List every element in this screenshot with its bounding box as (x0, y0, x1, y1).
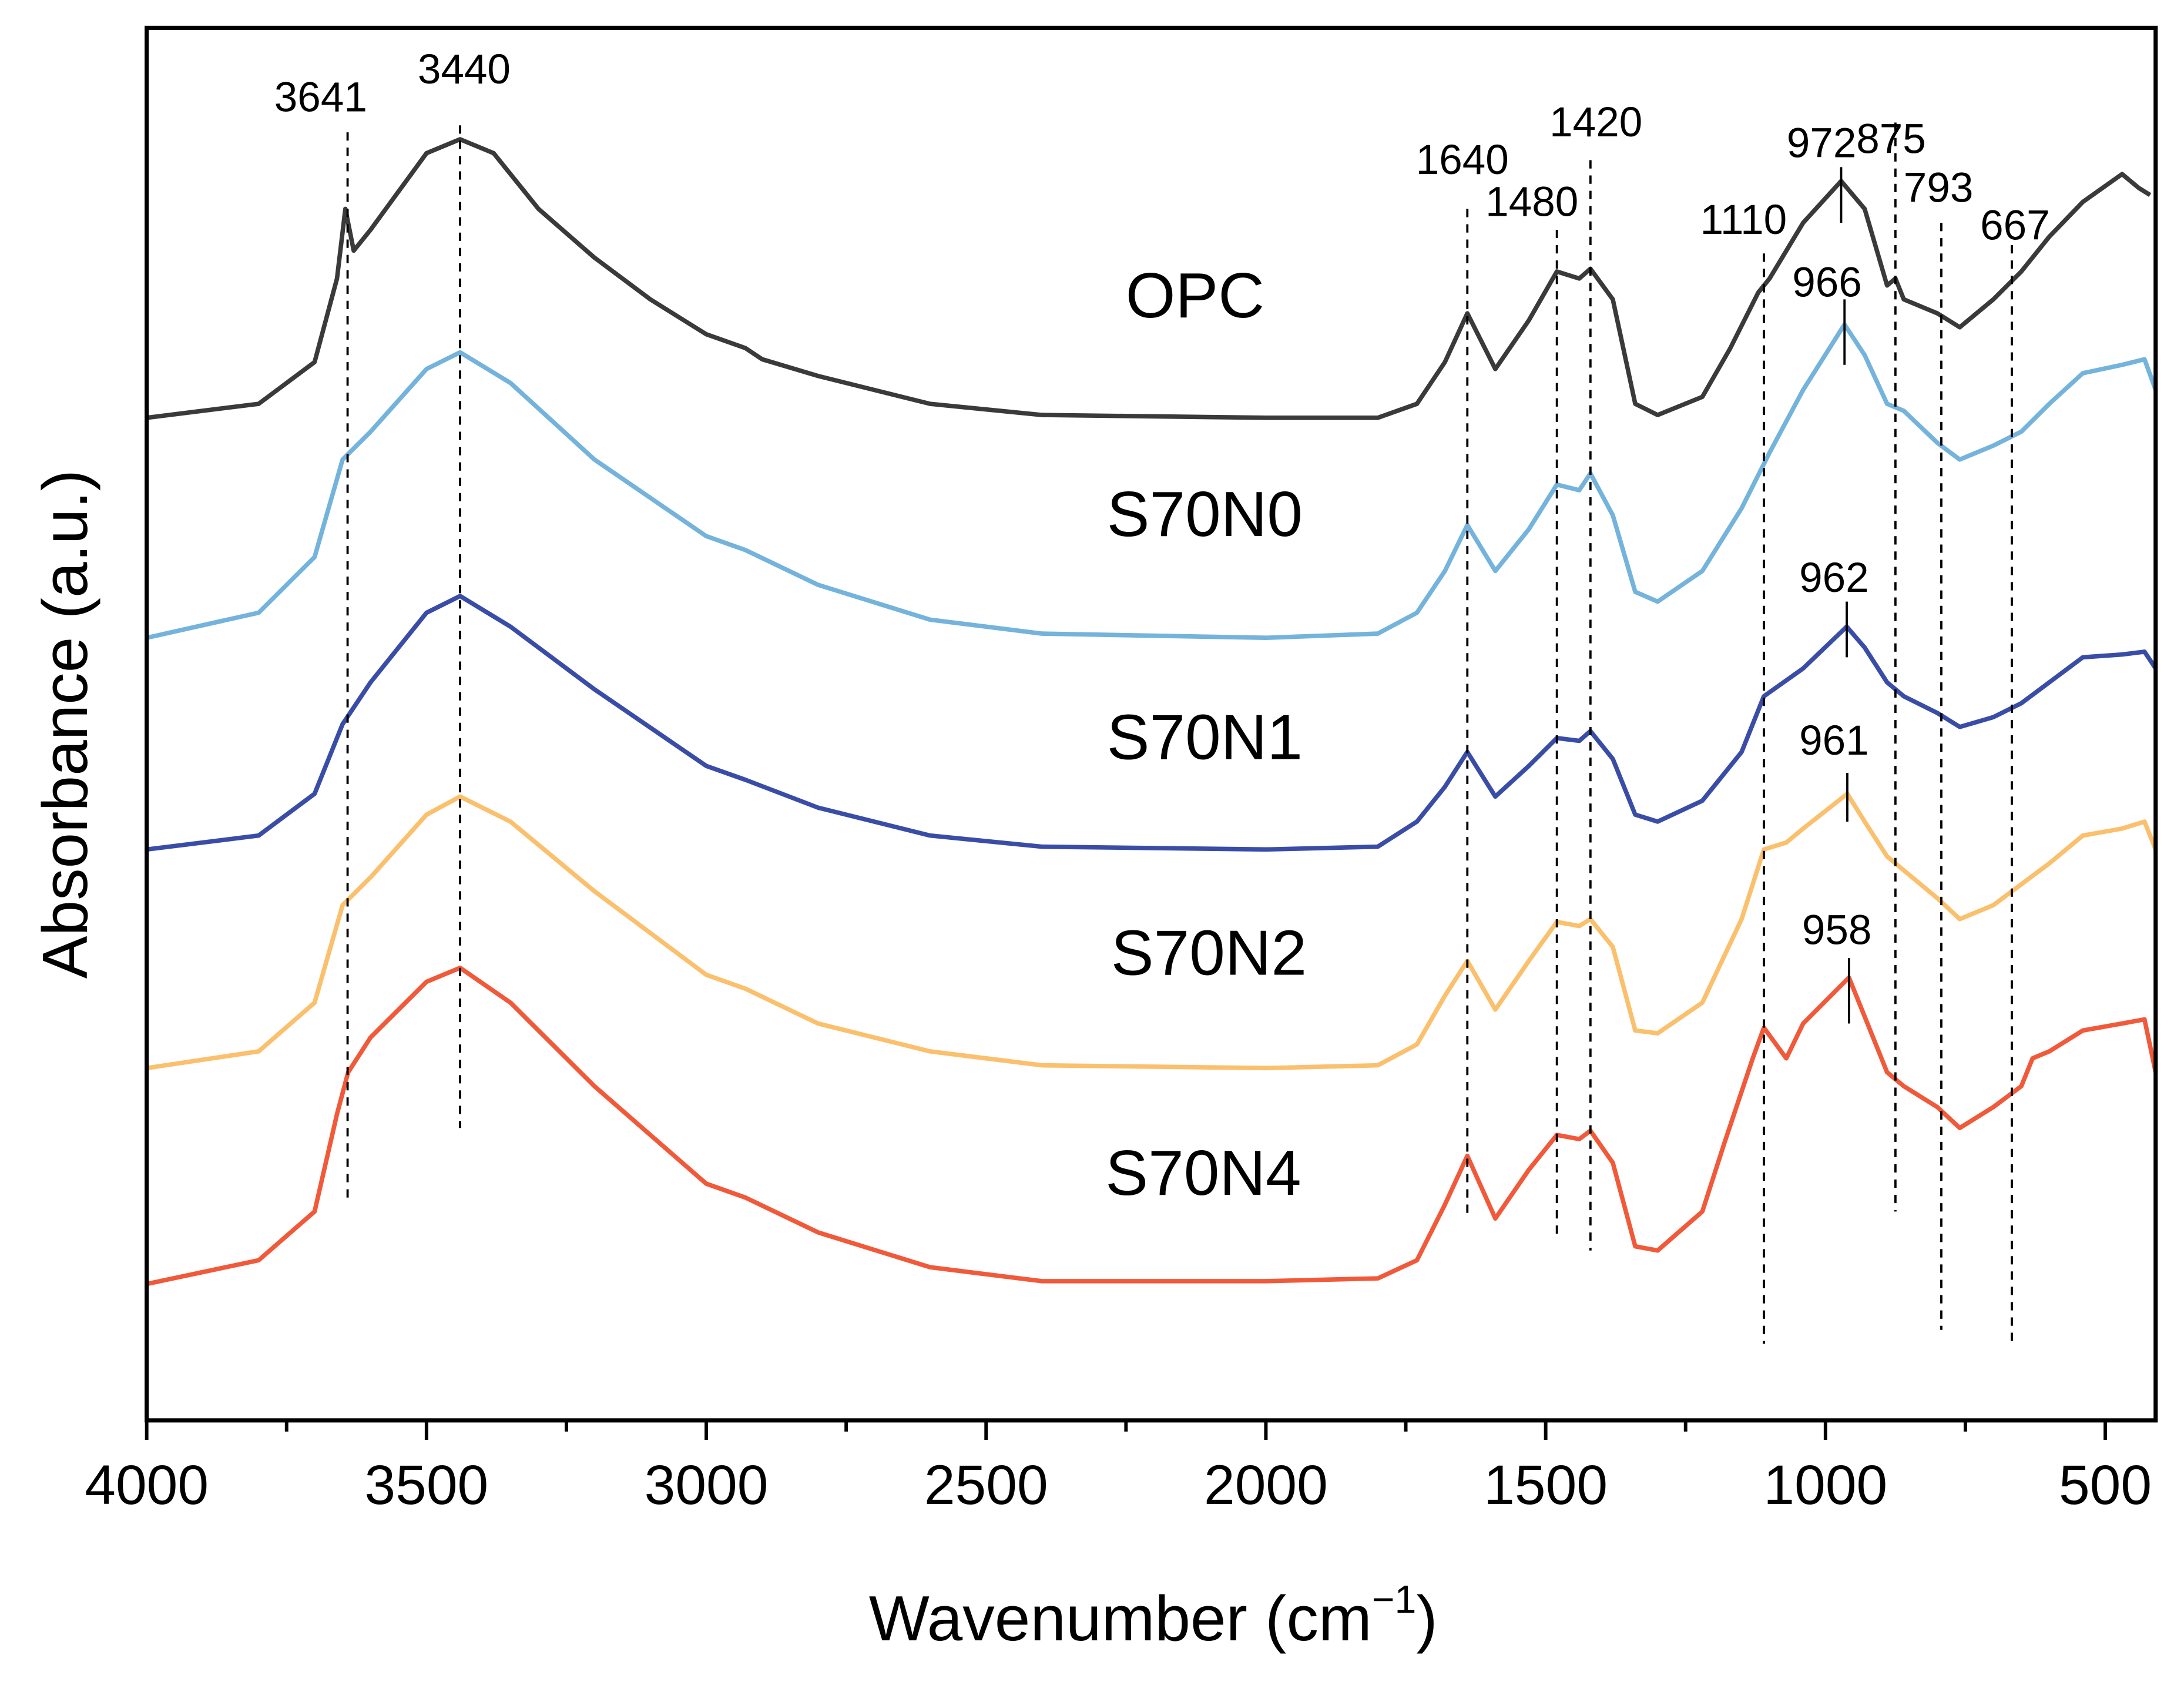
series-line-s70n0 (146, 322, 2158, 640)
series-label-s70n4: S70N4 (1105, 1137, 1301, 1209)
x-tick-label: 2000 (1204, 1454, 1328, 1516)
series-label-s70n2: S70N2 (1111, 917, 1307, 989)
x-tick-label: 3000 (645, 1454, 769, 1516)
x-tick-label: 4000 (85, 1454, 209, 1516)
x-tick-label: 1000 (1763, 1454, 1887, 1516)
series-line-s70n1 (146, 594, 2158, 852)
series-labels: OPC S70N0 S70N1 S70N2 S70N4 (1105, 260, 1307, 1209)
x-axis-label-text: Wavenumber (cm (869, 1583, 1372, 1654)
series-line-opc (146, 137, 2152, 420)
x-axis-ticks: 4000 3500 3000 2500 2000 1500 1000 500 (85, 1420, 2152, 1516)
peak-label-875: 875 (1856, 116, 1926, 163)
series-line-s70n2 (146, 791, 2158, 1071)
x-axis-label-close: ) (1416, 1583, 1437, 1654)
y-axis-label: Absorbance (a.u.) (29, 470, 101, 979)
peak-label-793: 793 (1904, 165, 1974, 212)
peak-label-962: 962 (1799, 555, 1869, 601)
series-label-s70n1: S70N1 (1107, 701, 1303, 773)
x-tick-label: 3500 (364, 1454, 488, 1516)
series-line-s70n4 (146, 965, 2158, 1287)
peak-label-1420: 1420 (1549, 99, 1642, 146)
peak-label-966: 966 (1792, 260, 1862, 306)
peak-label-667: 667 (1980, 203, 2050, 249)
peak-label-1480: 1480 (1485, 179, 1578, 225)
peak-label-3641: 3641 (274, 75, 367, 121)
plot-frame (145, 25, 2158, 1423)
peak-label-1110: 1110 (1700, 197, 1787, 243)
x-tick-label: 1500 (1484, 1454, 1608, 1516)
spectra-group (146, 137, 2158, 1287)
peak-label-3440: 3440 (418, 46, 511, 93)
peak-label-958: 958 (1802, 907, 1872, 953)
x-axis-label-superscript: −1 (1372, 1578, 1417, 1622)
x-tick-label: 500 (2059, 1454, 2152, 1516)
peak-label-972: 972 (1787, 120, 1857, 167)
peak-label-1640: 1640 (1416, 137, 1509, 183)
x-axis-label: Wavenumber (cm−1) (869, 1578, 1438, 1654)
series-label-opc: OPC (1126, 260, 1264, 331)
peak-label-961: 961 (1799, 718, 1869, 764)
x-tick-label: 2500 (924, 1454, 1048, 1516)
series-label-s70n0: S70N0 (1107, 478, 1303, 550)
